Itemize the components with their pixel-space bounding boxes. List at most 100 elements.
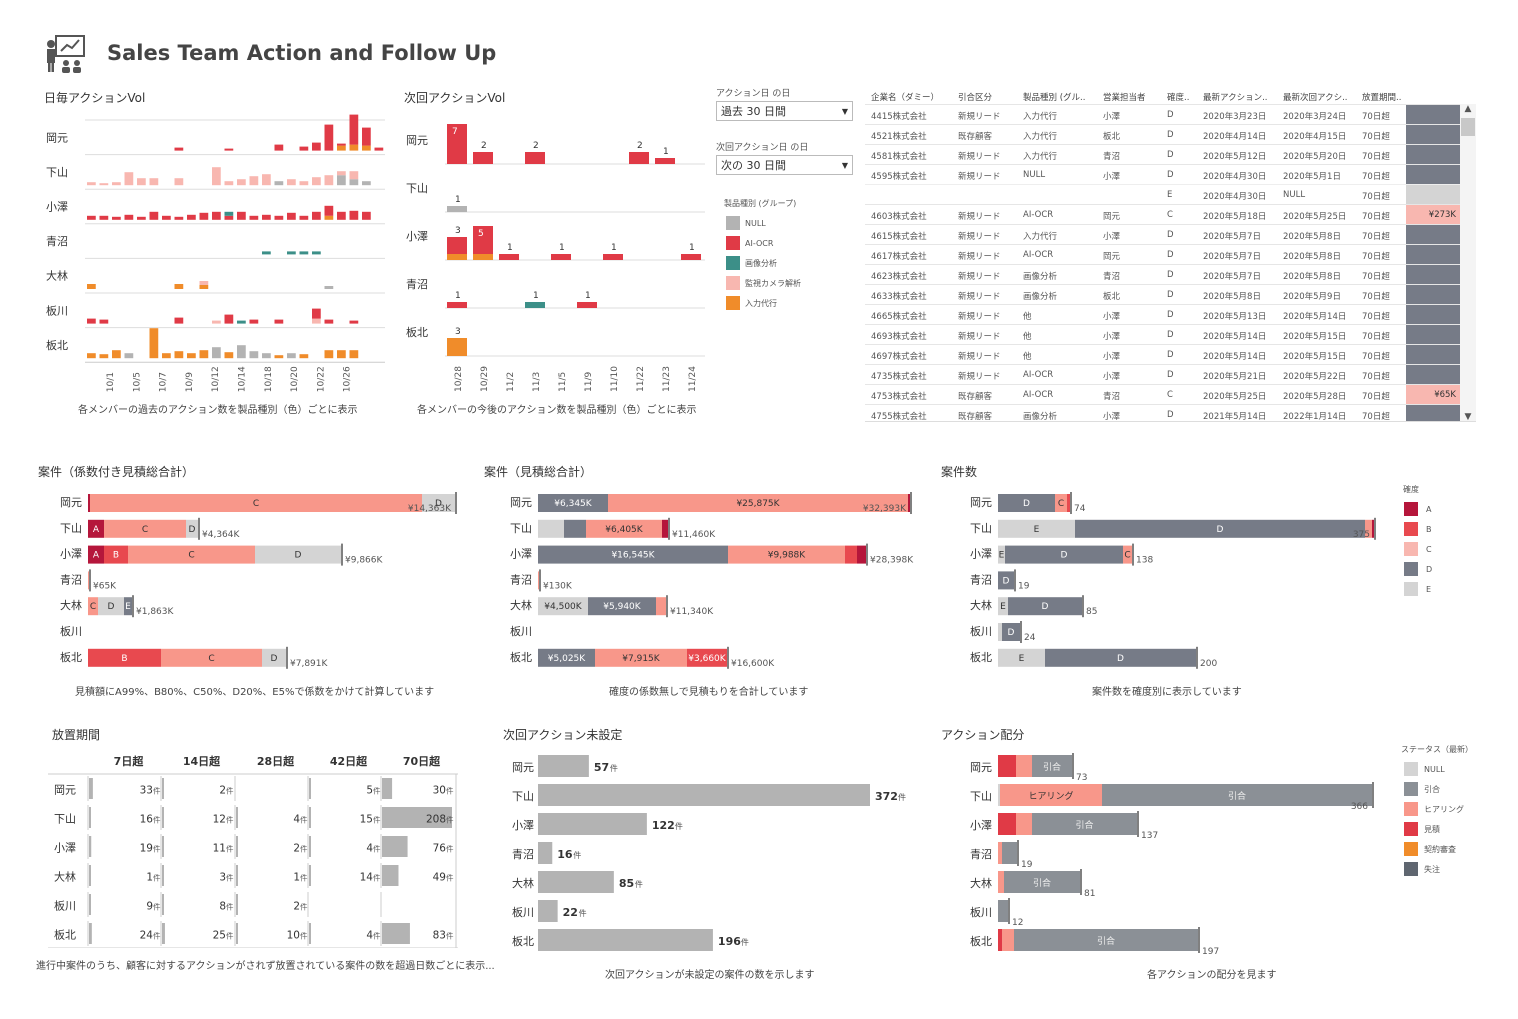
- legend-item-camera[interactable]: 監視カメラ解析: [726, 273, 801, 293]
- legend-item-lost[interactable]: 失注: [1404, 859, 1464, 879]
- table-row[interactable]: 4521株式会社 既存顧客 入力代行 板北 D 2020年4月14日 2020年4月15日 7…: [865, 124, 1460, 144]
- table-row[interactable]: 4697株式会社 新規リード 他 小澤 D 2020年5月14日 2020年5月15日 70日…: [865, 344, 1460, 364]
- legend-item-e[interactable]: E: [1404, 579, 1432, 599]
- table-cell: 新規リード: [958, 152, 1001, 162]
- segment-label: D: [108, 602, 115, 612]
- segment-label: ¥9,988K: [768, 551, 806, 561]
- legend-item-d[interactable]: D: [1404, 559, 1432, 579]
- total-label: 200: [1200, 659, 1217, 669]
- table-header-2[interactable]: 製品種別 (グル..: [1023, 93, 1086, 103]
- legend-item-input[interactable]: 入力代行: [726, 293, 801, 313]
- table-header-0[interactable]: 企業名（ダミー）: [871, 93, 940, 103]
- legend-item-null[interactable]: NULL: [726, 213, 801, 233]
- table-row[interactable]: 4633株式会社 新規リード 画像分析 板北 D 2020年5月8日 2020年5月9日 70…: [865, 284, 1460, 304]
- alloc-total: 366: [1351, 802, 1368, 812]
- idle-bar: [382, 778, 393, 799]
- idle-value: 12: [213, 814, 226, 826]
- daily-bar: [362, 181, 371, 186]
- table-row[interactable]: 4693株式会社 新規リード 他 小澤 D 2020年5月14日 2020年5月15日 70日…: [865, 324, 1460, 344]
- alloc-segment: [998, 871, 1004, 893]
- table-cell: 70日超: [1362, 332, 1390, 342]
- segment-label: ¥25,875K: [736, 499, 780, 509]
- idle-col-header: 14日超: [183, 754, 221, 768]
- alloc-segment-label: 引合: [1033, 877, 1051, 889]
- table-header-1[interactable]: 引合区分: [958, 93, 993, 103]
- next-bar: [525, 152, 545, 164]
- daily-bar: [87, 182, 96, 186]
- legend-item-image[interactable]: 画像分析: [726, 253, 801, 273]
- row-label-3: 青沼: [46, 234, 68, 248]
- next-bar-label: 2: [533, 141, 539, 151]
- daily-bar: [212, 320, 221, 324]
- legend-item-hikiai[interactable]: 引合: [1404, 779, 1464, 799]
- segment-label: ¥6,345K: [554, 499, 592, 509]
- unset-bar: [538, 842, 553, 864]
- daily-bar: [362, 145, 371, 151]
- daily-bar: [187, 353, 196, 359]
- table-header-7[interactable]: 放置期間..: [1362, 93, 1402, 103]
- table-row[interactable]: 4617株式会社 新規リード AI-OCR 岡元 D 2020年5月7日 2020年5月8日…: [865, 244, 1460, 264]
- table-header-6[interactable]: 最新次回アクシ..: [1283, 93, 1348, 103]
- row-label-4: 板北: [406, 325, 428, 339]
- alloc-segment: [998, 813, 1016, 835]
- bar-segment: [124, 597, 132, 616]
- table-row[interactable]: 4603株式会社 新規リード AI-OCR 岡元 C 2020年5月18日 2020年5月2…: [865, 204, 1460, 224]
- table-row[interactable]: 4755株式会社 既存顧客 画像分析 小澤 D 2021年5月14日 2022年1月14日 7…: [865, 404, 1460, 421]
- bar-segment: [1008, 597, 1082, 616]
- daily-bar: [149, 178, 159, 186]
- x-tick-label: 10/26: [343, 366, 353, 392]
- table-row[interactable]: 4615株式会社 新規リード 入力代行 小澤 D 2020年5月7日 2020年5月8日 70…: [865, 224, 1460, 244]
- table-row[interactable]: 4753株式会社 既存顧客 AI-OCR 青沼 C 2020年5月25日 2020年5月28…: [865, 384, 1460, 404]
- legend-item-ai-ocr[interactable]: AI-OCR: [726, 233, 801, 253]
- bar-segment: [104, 519, 186, 538]
- alloc-segment-label: 引合: [1043, 761, 1061, 773]
- total-label: ¥130K: [543, 581, 573, 591]
- table-row[interactable]: E 2020年4月30日 NULL 70日超: [865, 184, 1460, 204]
- idle-bar: [162, 778, 164, 799]
- table-header-4[interactable]: 確度..: [1167, 93, 1190, 103]
- row-label-1: 下山: [406, 182, 428, 195]
- scroll-up-icon[interactable]: ▲: [1464, 104, 1472, 114]
- alloc-total: 81: [1084, 889, 1095, 899]
- scroll-thumb[interactable]: [1461, 118, 1475, 136]
- table-cell: D: [1167, 410, 1174, 420]
- daily-bar: [237, 320, 246, 324]
- table-row[interactable]: 4665株式会社 新規リード 他 小澤 D 2020年5月13日 2020年5月14日 70日…: [865, 304, 1460, 324]
- bar-segment: [1002, 623, 1020, 641]
- table-row[interactable]: 4595株式会社 新規リード NULL 小澤 D 2020年4月30日 2020年5月1日 7…: [865, 164, 1460, 184]
- legend-item-c[interactable]: C: [1404, 539, 1432, 559]
- idle-unit: 件: [153, 902, 161, 912]
- status-legend: NULL 引合 ヒアリング 見積 契約審査 失注: [1404, 759, 1464, 879]
- table-row[interactable]: 4581株式会社 新規リード 入力代行 青沼 D 2020年5月12日 2020年5月20日…: [865, 144, 1460, 164]
- legend-item-a[interactable]: A: [1404, 499, 1432, 519]
- table-header-3[interactable]: 営業担当者: [1103, 93, 1146, 103]
- action-date-dropdown[interactable]: 過去 30 日間 ▼: [716, 101, 853, 121]
- legend-item-null[interactable]: NULL: [1404, 759, 1464, 779]
- idle-row-label: 下山: [54, 813, 76, 826]
- alloc-segment: [1032, 755, 1072, 777]
- scroll-down-icon[interactable]: ▼: [1464, 412, 1472, 422]
- legend-item-hiring[interactable]: ヒアリング: [1404, 799, 1464, 819]
- table-cell: 2020年5月12日: [1203, 152, 1267, 162]
- unset-value: 85: [619, 877, 634, 890]
- legend-item-b[interactable]: B: [1404, 519, 1432, 539]
- total-label: ¥7,891K: [290, 659, 328, 669]
- legend-item-contract[interactable]: 契約審査: [1404, 839, 1464, 859]
- table-cell: D: [1167, 350, 1174, 360]
- legend-item-estimate[interactable]: 見積: [1404, 819, 1464, 839]
- bar-segment: [161, 648, 262, 667]
- next-date-dropdown[interactable]: 次の 30 日間 ▼: [716, 155, 853, 175]
- daily-bar: [337, 171, 346, 176]
- row-label-2: 小澤: [46, 201, 68, 214]
- table-header-5[interactable]: 最新アクション..: [1203, 93, 1268, 103]
- table-cell: 4633株式会社: [871, 292, 927, 302]
- table-row[interactable]: 4415株式会社 新規リード 入力代行 小澤 D 2020年3月23日 2020年3月24日…: [865, 104, 1460, 124]
- table-row[interactable]: 4735株式会社 新規リード AI-OCR 小澤 D 2020年5月21日 2020年5月2…: [865, 364, 1460, 384]
- total-label: 24: [1024, 633, 1036, 643]
- daily-bar: [224, 314, 234, 324]
- table-cell: 70日超: [1362, 112, 1390, 122]
- table-scrollbar[interactable]: ▲ ▼: [1460, 104, 1476, 422]
- row-label-1: 下山: [46, 166, 68, 179]
- table-row[interactable]: 4623株式会社 新規リード 画像分析 青沼 D 2020年5月7日 2020年5月8日 70…: [865, 264, 1460, 284]
- idle-unit: 件: [153, 844, 161, 854]
